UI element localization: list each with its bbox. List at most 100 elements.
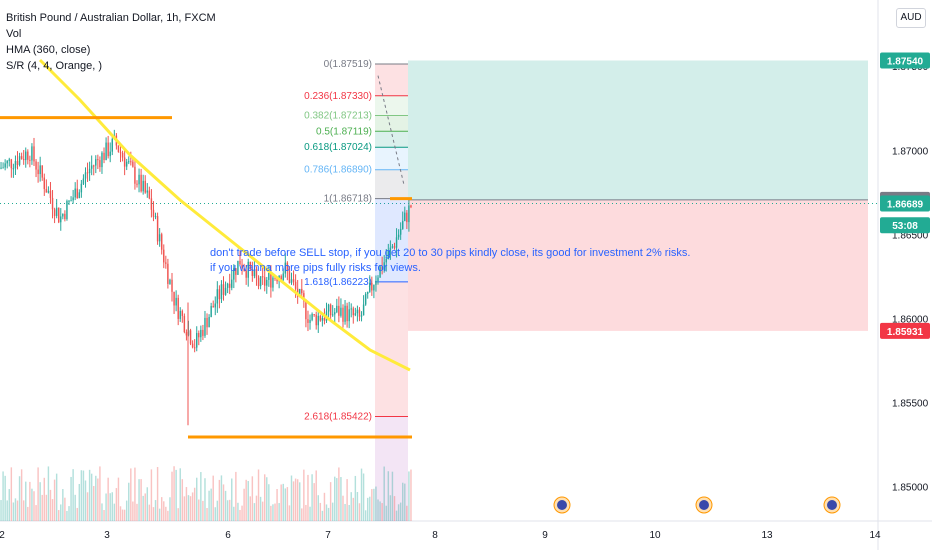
volume-bar — [70, 476, 72, 521]
candle-body — [117, 145, 120, 153]
fib-zone — [375, 147, 408, 170]
fib-zone — [375, 64, 408, 96]
event-flag-inner — [699, 500, 709, 510]
volume-bar — [218, 479, 221, 521]
volume-bar — [369, 496, 371, 521]
volume-bar — [27, 506, 29, 521]
candle-body — [53, 209, 56, 216]
candle-body — [64, 213, 66, 220]
volume-bar — [33, 491, 35, 521]
candle-body — [163, 249, 165, 263]
candle-body — [84, 172, 87, 179]
candle-body — [101, 152, 103, 168]
candle-body — [263, 277, 266, 286]
volume-bar — [169, 497, 171, 521]
legend-symbol[interactable]: British Pound / Australian Dollar, 1h, F… — [6, 12, 216, 24]
candle-body — [20, 156, 23, 159]
volume-bar — [383, 466, 385, 521]
volume-bar — [183, 496, 186, 521]
currency-label[interactable]: AUD — [896, 8, 926, 28]
candle-body — [74, 188, 76, 198]
legend-hma[interactable]: HMA (360, close) — [6, 44, 91, 56]
candle-body — [286, 262, 289, 272]
volume-bar — [371, 489, 373, 521]
volume-bar — [86, 492, 89, 521]
legend-sr[interactable]: S/R (4, 4, Orange, ) — [6, 60, 102, 72]
candle-body — [334, 312, 336, 315]
candle-body — [231, 279, 233, 288]
fib-level-label: 0(1.87519) — [324, 59, 372, 70]
candle-body — [257, 277, 260, 287]
candle-body — [290, 279, 293, 283]
candle-body — [364, 293, 367, 305]
candle-body — [14, 161, 17, 169]
candle-body — [319, 315, 322, 321]
volume-bar — [212, 475, 214, 521]
candle-body — [247, 261, 249, 278]
candle-body — [272, 277, 274, 288]
volume-bar — [255, 495, 258, 521]
volume-bar — [144, 493, 146, 521]
volume-bar — [18, 476, 21, 521]
volume-bar — [62, 489, 64, 521]
volume-bar — [245, 479, 247, 521]
volume-bar — [196, 477, 198, 521]
candle-body — [200, 329, 202, 338]
candle-body — [340, 307, 342, 316]
volume-bar — [163, 501, 165, 521]
y-tick-label: 1.86000 — [892, 314, 929, 325]
volume-bar — [154, 500, 157, 521]
candle-body — [210, 306, 212, 317]
candle-body — [45, 189, 48, 193]
candle-body — [86, 172, 89, 174]
volume-bar — [379, 501, 381, 521]
candle-body — [88, 168, 91, 174]
candle-body — [128, 161, 130, 163]
volume-bar — [167, 510, 169, 521]
fib-level-label: 0.236(1.87330) — [304, 91, 372, 102]
volume-bar — [354, 475, 357, 521]
candle-body — [395, 237, 398, 248]
candle-body — [39, 165, 41, 175]
candle-body — [169, 279, 171, 284]
candle-body — [243, 268, 245, 271]
candle-body — [144, 180, 146, 193]
fib-level-label: 0.786(1.86890) — [304, 165, 372, 176]
volume-bar — [193, 487, 196, 521]
volume-bar — [331, 502, 334, 521]
candle-body — [90, 165, 93, 169]
volume-bar — [134, 467, 136, 521]
fib-level-label: 2.618(1.85422) — [304, 411, 372, 422]
legend-vol[interactable]: Vol — [6, 28, 22, 40]
volume-bar — [41, 494, 43, 521]
volume-bar — [10, 467, 13, 521]
chart-legend: British Pound / Australian Dollar, 1h, F… — [6, 10, 216, 74]
volume-bar — [270, 505, 272, 521]
candle-body — [255, 269, 258, 278]
volume-bar — [344, 503, 346, 521]
candle-body — [274, 277, 276, 279]
volume-bar — [99, 466, 101, 521]
volume-bar — [43, 477, 46, 521]
candle-body — [294, 281, 297, 289]
volume-bar — [235, 471, 237, 521]
candle-body — [241, 264, 243, 269]
volume-bar — [348, 504, 350, 521]
volume-bar — [282, 483, 284, 521]
candle-body — [379, 266, 381, 278]
volume-bar — [261, 501, 264, 521]
candle-body — [72, 197, 74, 201]
candle-body — [315, 314, 317, 326]
candle-body — [313, 314, 315, 316]
volume-bar — [142, 495, 144, 521]
candle-body — [125, 161, 128, 167]
volume-bar — [272, 504, 274, 521]
volume-bar — [158, 508, 161, 521]
volume-bar — [51, 499, 54, 521]
volume-bar — [294, 478, 297, 521]
price-tag-label: 53:08 — [892, 221, 918, 232]
candle-body — [191, 343, 194, 348]
volume-bar — [404, 483, 406, 521]
candle-body — [235, 268, 237, 275]
